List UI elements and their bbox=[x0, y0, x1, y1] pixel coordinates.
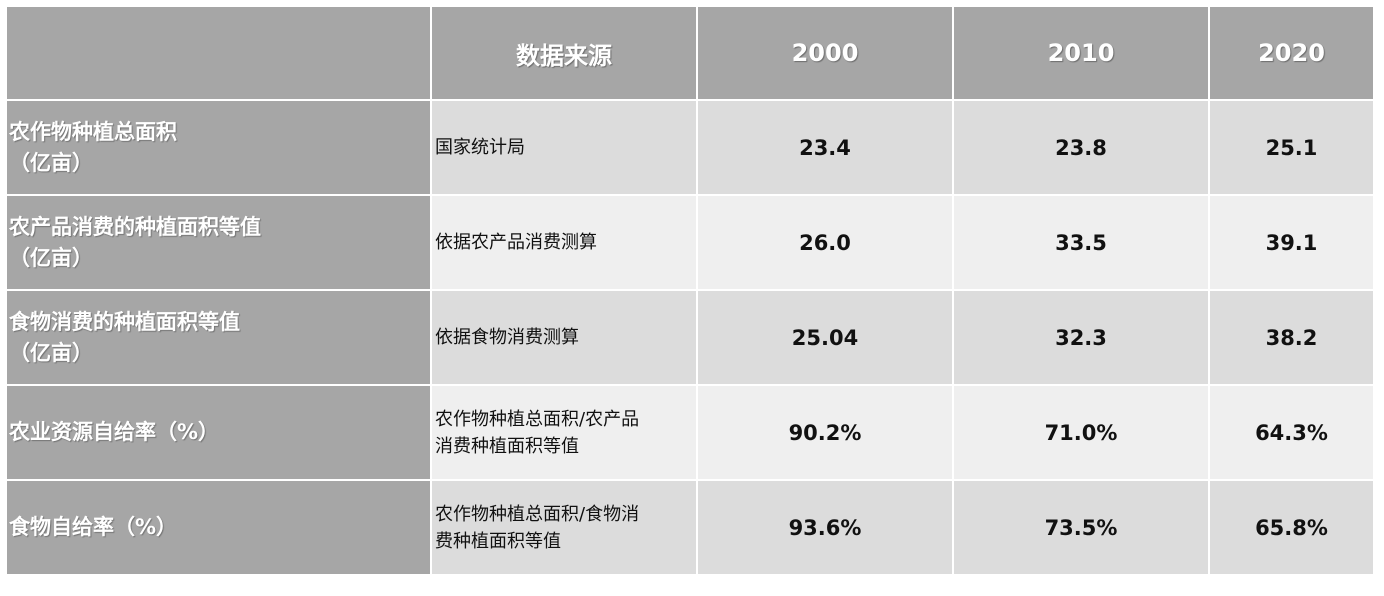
row-label-line: 食物消费的种植面积等值 bbox=[9, 309, 240, 334]
row-source: 农作物种植总面积/食物消 费种植面积等值 bbox=[430, 479, 698, 576]
value-2020: 39.1 bbox=[1208, 194, 1375, 291]
value-2020: 25.1 bbox=[1208, 99, 1375, 196]
row-label-unit: （亿亩） bbox=[9, 340, 93, 365]
value-2000: 25.04 bbox=[696, 289, 954, 386]
row-label-unit: （亿亩） bbox=[9, 150, 93, 175]
value-2010: 33.5 bbox=[952, 194, 1210, 291]
header-year-2000: 2000 bbox=[696, 5, 954, 101]
value-2010: 23.8 bbox=[952, 99, 1210, 196]
row-source-line: 消费种植面积等值 bbox=[435, 435, 579, 457]
value-2000: 23.4 bbox=[696, 99, 954, 196]
value-2000: 26.0 bbox=[696, 194, 954, 291]
row-source: 国家统计局 bbox=[430, 99, 698, 196]
row-label-line: 农业资源自给率（%） bbox=[9, 420, 220, 444]
row-label: 农业资源自给率（%） bbox=[5, 384, 432, 481]
row-label: 食物自给率（%） bbox=[5, 479, 432, 576]
row-label-line: 农产品消费的种植面积等值 bbox=[9, 214, 261, 239]
table-row: 农作物种植总面积 （亿亩） 国家统计局 23.4 23.8 25.1 bbox=[5, 99, 1375, 196]
row-source: 依据食物消费测算 bbox=[430, 289, 698, 386]
row-label-line: 农作物种植总面积 bbox=[9, 119, 177, 144]
header-year-2010: 2010 bbox=[952, 5, 1210, 101]
value-2000: 93.6% bbox=[696, 479, 954, 576]
row-label: 食物消费的种植面积等值 （亿亩） bbox=[5, 289, 432, 386]
table-row: 食物自给率（%） 农作物种植总面积/食物消 费种植面积等值 93.6% 73.5… bbox=[5, 479, 1375, 576]
value-2000: 90.2% bbox=[696, 384, 954, 481]
row-source-line: 农作物种植总面积/农产品 bbox=[435, 408, 640, 430]
table-row: 食物消费的种植面积等值 （亿亩） 依据食物消费测算 25.04 32.3 38.… bbox=[5, 289, 1375, 386]
value-2010: 73.5% bbox=[952, 479, 1210, 576]
header-row: 数据来源 2000 2010 2020 bbox=[5, 5, 1375, 101]
row-source-line: 国家统计局 bbox=[435, 137, 525, 158]
data-table: 数据来源 2000 2010 2020 农作物种植总面积 （亿亩） 国家统计局 … bbox=[5, 5, 1375, 576]
header-year-2020: 2020 bbox=[1208, 5, 1375, 101]
value-2010: 71.0% bbox=[952, 384, 1210, 481]
row-label: 农产品消费的种植面积等值 （亿亩） bbox=[5, 194, 432, 291]
value-2020: 65.8% bbox=[1208, 479, 1375, 576]
value-2010: 32.3 bbox=[952, 289, 1210, 386]
row-source-line: 依据食物消费测算 bbox=[435, 327, 579, 348]
value-2020: 38.2 bbox=[1208, 289, 1375, 386]
row-source-line: 农作物种植总面积/食物消 bbox=[435, 503, 640, 525]
row-source: 依据农产品消费测算 bbox=[430, 194, 698, 291]
header-source: 数据来源 bbox=[430, 5, 698, 101]
row-source: 农作物种植总面积/农产品 消费种植面积等值 bbox=[430, 384, 698, 481]
row-source-line: 费种植面积等值 bbox=[435, 530, 561, 552]
row-label-unit: （亿亩） bbox=[9, 245, 93, 270]
data-table-container: 数据来源 2000 2010 2020 农作物种植总面积 （亿亩） 国家统计局 … bbox=[5, 5, 1375, 582]
row-label-line: 食物自给率（%） bbox=[9, 515, 178, 539]
header-corner bbox=[5, 5, 432, 101]
value-2020: 64.3% bbox=[1208, 384, 1375, 481]
table-row: 农业资源自给率（%） 农作物种植总面积/农产品 消费种植面积等值 90.2% 7… bbox=[5, 384, 1375, 481]
row-source-line: 依据农产品消费测算 bbox=[435, 232, 597, 253]
row-label: 农作物种植总面积 （亿亩） bbox=[5, 99, 432, 196]
table-row: 农产品消费的种植面积等值 （亿亩） 依据农产品消费测算 26.0 33.5 39… bbox=[5, 194, 1375, 291]
